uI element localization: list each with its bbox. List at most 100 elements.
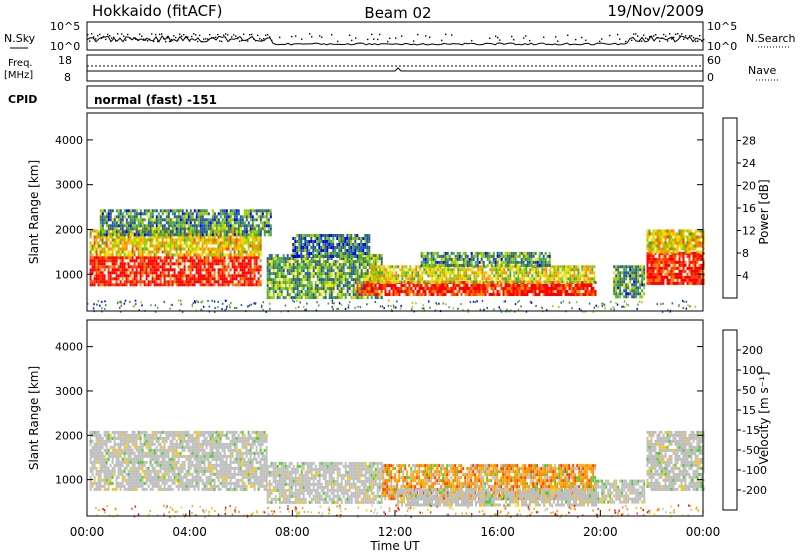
data-cell bbox=[457, 274, 460, 278]
data-cell bbox=[314, 249, 317, 252]
data-cell bbox=[288, 266, 291, 270]
data-cell bbox=[666, 281, 669, 285]
data-cell bbox=[631, 274, 634, 278]
data-cell bbox=[379, 265, 382, 269]
data-cell bbox=[153, 221, 156, 225]
data-cell bbox=[380, 296, 383, 300]
data-cell bbox=[553, 268, 556, 272]
data-cell bbox=[617, 277, 620, 281]
data-cell bbox=[139, 212, 142, 216]
data-cell bbox=[348, 287, 351, 291]
data-cell bbox=[532, 251, 535, 255]
data-cell bbox=[502, 293, 505, 296]
data-cell bbox=[286, 266, 289, 270]
data-cell bbox=[468, 257, 471, 261]
data-cell bbox=[594, 293, 597, 296]
data-cell bbox=[652, 235, 655, 239]
data-cell bbox=[322, 263, 325, 267]
data-cell bbox=[440, 290, 443, 293]
nsky-tick-top: 10^5 bbox=[50, 20, 80, 33]
nsearch-dot bbox=[105, 38, 107, 41]
data-cell bbox=[139, 271, 142, 275]
data-cell bbox=[346, 252, 349, 255]
data-cell bbox=[147, 227, 150, 231]
data-cell bbox=[157, 268, 160, 272]
data-cell bbox=[533, 271, 536, 275]
data-cell bbox=[133, 241, 136, 245]
data-cell bbox=[107, 212, 110, 216]
data-cell bbox=[619, 286, 622, 290]
data-cell bbox=[308, 272, 311, 276]
data-cell bbox=[181, 221, 184, 225]
data-cell bbox=[239, 247, 242, 251]
nsearch-dot bbox=[163, 38, 165, 40]
data-cell bbox=[700, 278, 703, 282]
data-cell bbox=[495, 271, 498, 275]
data-cell bbox=[135, 227, 138, 231]
data-cell bbox=[482, 293, 485, 296]
data-cell bbox=[480, 290, 483, 293]
data-cell bbox=[530, 287, 533, 290]
data-cell bbox=[241, 274, 244, 278]
data-cell bbox=[177, 283, 180, 287]
data-cell bbox=[352, 281, 355, 285]
data-cell bbox=[413, 280, 416, 284]
data-cell bbox=[480, 254, 483, 258]
data-cell bbox=[492, 284, 495, 287]
data-cell bbox=[233, 283, 236, 287]
data-cell bbox=[498, 251, 501, 255]
data-cell bbox=[296, 234, 299, 237]
data-cell bbox=[408, 293, 411, 296]
data-cell bbox=[504, 263, 507, 267]
data-cell bbox=[564, 287, 567, 290]
data-cell bbox=[251, 224, 254, 228]
data-cell bbox=[514, 293, 517, 296]
data-cell bbox=[505, 274, 508, 278]
data-cell bbox=[501, 274, 504, 278]
data-cell bbox=[488, 284, 491, 287]
data-cell bbox=[187, 277, 190, 281]
data-cell bbox=[374, 296, 377, 300]
data-cell bbox=[237, 262, 240, 266]
data-cell bbox=[133, 277, 136, 281]
data-cell bbox=[225, 224, 228, 228]
data-cell bbox=[529, 271, 532, 275]
data-cell bbox=[139, 244, 142, 248]
data-cell bbox=[131, 280, 134, 284]
data-cell bbox=[233, 224, 236, 228]
data-cell bbox=[340, 272, 343, 276]
data-cell bbox=[637, 268, 640, 272]
data-cell bbox=[516, 290, 519, 293]
nsearch-dot bbox=[529, 39, 531, 42]
data-cell bbox=[115, 283, 118, 287]
data-cell bbox=[377, 280, 380, 284]
nsearch-dot bbox=[107, 33, 109, 36]
data-cell bbox=[407, 277, 410, 281]
data-cell bbox=[241, 244, 244, 248]
data-cell bbox=[650, 254, 653, 258]
data-cell bbox=[113, 221, 116, 225]
data-cell bbox=[185, 244, 188, 248]
data-cell bbox=[127, 215, 130, 219]
data-cell bbox=[571, 277, 574, 281]
data-cell bbox=[364, 237, 367, 240]
data-cell bbox=[263, 230, 266, 234]
data-cell bbox=[113, 224, 116, 228]
data-cell bbox=[207, 256, 210, 260]
data-cell bbox=[145, 274, 148, 278]
data-cell bbox=[458, 257, 461, 261]
data-cell bbox=[259, 221, 262, 225]
data-cell bbox=[95, 247, 98, 251]
data-cell bbox=[538, 287, 541, 290]
data-cell bbox=[467, 274, 470, 278]
data-cell bbox=[582, 287, 585, 290]
data-cell bbox=[648, 254, 651, 258]
data-cell bbox=[650, 269, 653, 273]
data-cell bbox=[185, 280, 188, 284]
data-cell bbox=[217, 262, 220, 266]
data-cell bbox=[111, 230, 114, 234]
data-cell bbox=[348, 275, 351, 279]
data-cell bbox=[369, 274, 372, 278]
data-cell bbox=[137, 218, 140, 222]
nsearch-dot bbox=[309, 33, 311, 35]
